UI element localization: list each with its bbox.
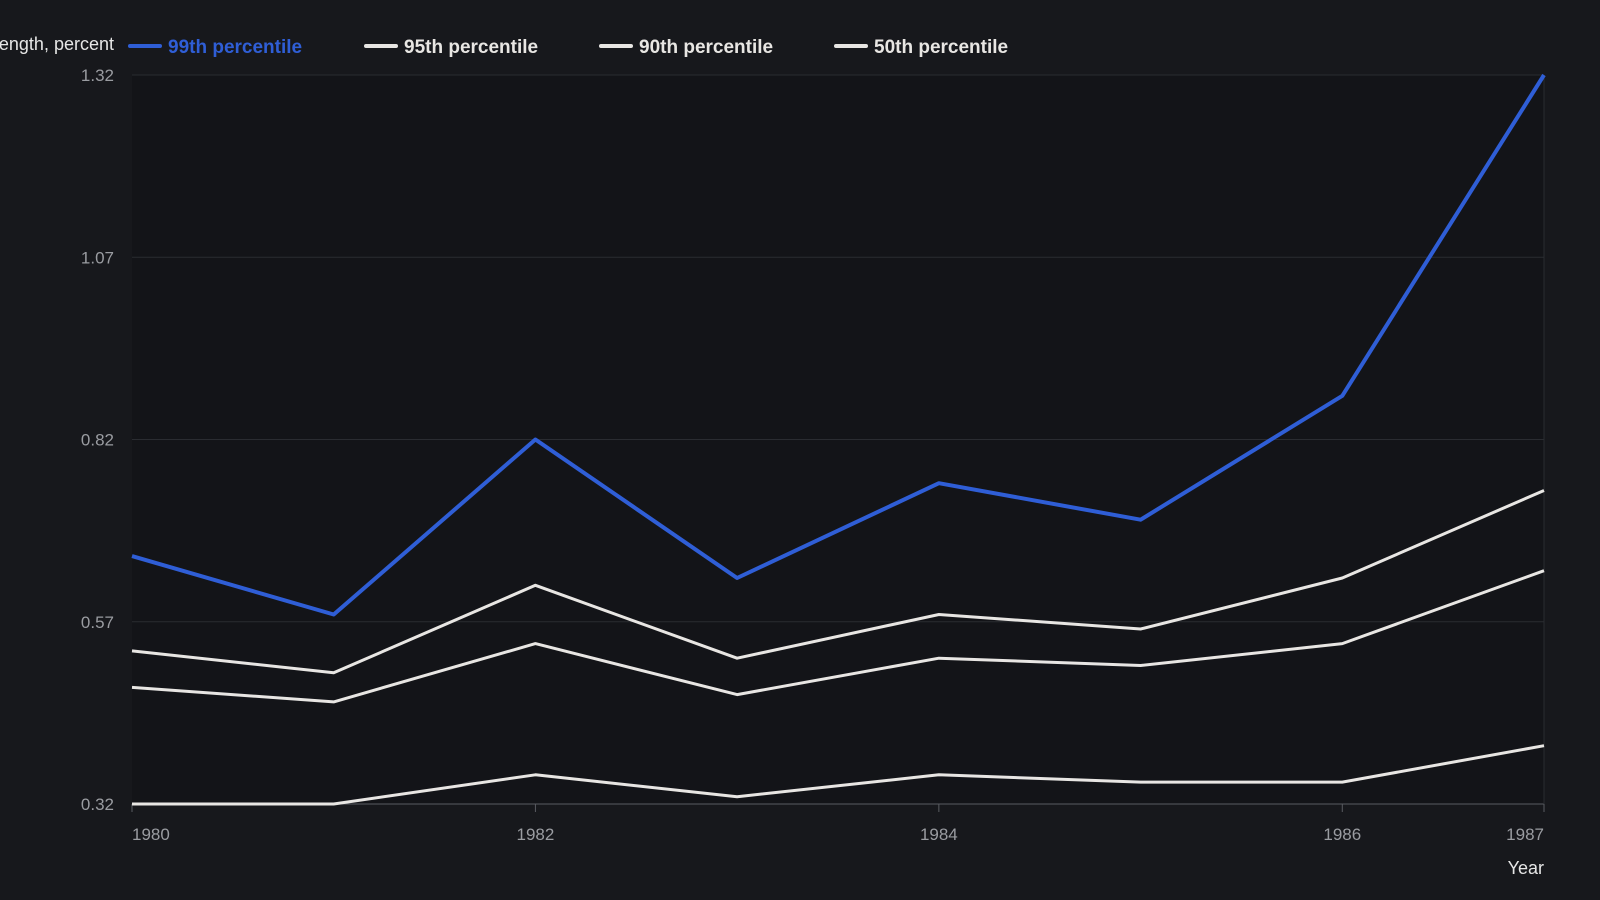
y-axis-label: Length, percent — [0, 34, 114, 54]
series-line-1 — [131, 73, 1546, 617]
legend: 99th percentile 95th percentile 90th perce… — [128, 37, 1008, 58]
x-tick-label: 1986 — [1323, 825, 1361, 844]
y-tick-label: 0.82 — [81, 431, 114, 450]
x-tick-label: 1982 — [517, 825, 555, 844]
series-line-4 — [132, 744, 1545, 806]
series-line-3 — [131, 569, 1545, 704]
axes: 0.32 0.57 0.82 1.07 1.32 1980 1982 1984 1986 1987 — [81, 66, 1545, 844]
legend-label: 95th percentile — [404, 37, 538, 58]
y-tick-label: 0.57 — [81, 613, 114, 632]
legend-label: 99th percentile — [168, 37, 302, 58]
series-lines — [131, 73, 1546, 806]
legend-label: 50th percentile — [874, 37, 1008, 58]
x-tick-label: 1980 — [132, 825, 170, 844]
legend-label: 90th percentile — [639, 37, 773, 58]
x-tick-label: 1984 — [920, 825, 958, 844]
y-tick-label: 1.07 — [81, 248, 114, 267]
x-tick-label: 1987 — [1506, 825, 1544, 844]
series-line-2 — [131, 489, 1545, 675]
grid — [132, 74, 1545, 812]
x-axis-label: Year — [1508, 858, 1544, 878]
y-tick-label: 0.32 — [81, 795, 114, 814]
y-tick-label: 1.32 — [81, 66, 114, 85]
